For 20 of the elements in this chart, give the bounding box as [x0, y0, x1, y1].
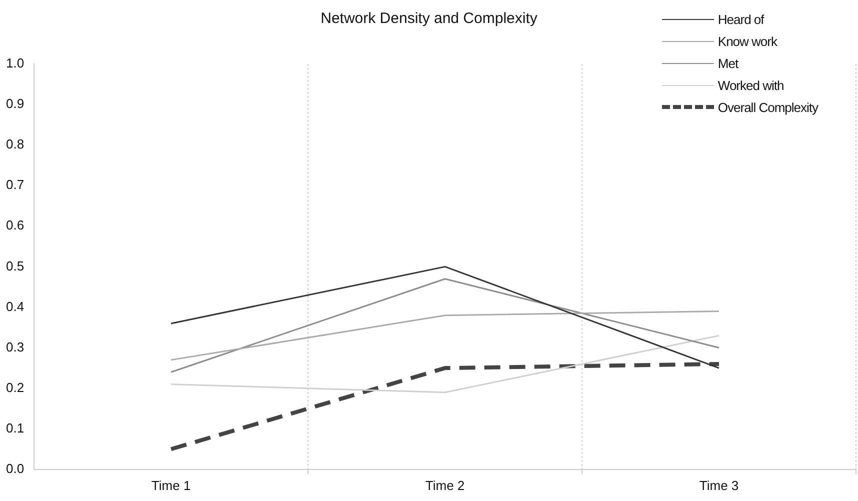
y-tick-label: 1.0: [6, 56, 24, 71]
legend-label: Worked with: [718, 78, 784, 92]
y-tick-label: 0.7: [6, 177, 24, 192]
x-tick-label: Time 1: [151, 478, 191, 493]
legend-label: Overall Complexity: [718, 100, 818, 114]
legend-label: Heard of: [718, 12, 764, 26]
y-tick-label: 0.4: [6, 298, 24, 314]
legend-label: Know work: [718, 34, 777, 48]
y-tick-label: 0.8: [6, 136, 24, 152]
chart-title: Network Density and Complexity: [320, 10, 538, 28]
y-tick-label: 0.6: [6, 218, 24, 233]
y-tick-label: 0.2: [6, 380, 24, 395]
x-tick-label: Time 3: [699, 478, 739, 493]
y-tick-label: 0.0: [6, 460, 24, 476]
y-tick-label: 0.1: [6, 420, 24, 436]
legend-label: Met: [718, 56, 738, 70]
y-tick-label: 0.5: [6, 258, 24, 274]
x-tick-label: Time 2: [425, 478, 465, 493]
y-tick-label: 0.3: [6, 339, 24, 354]
y-tick-label: 0.9: [6, 96, 24, 112]
